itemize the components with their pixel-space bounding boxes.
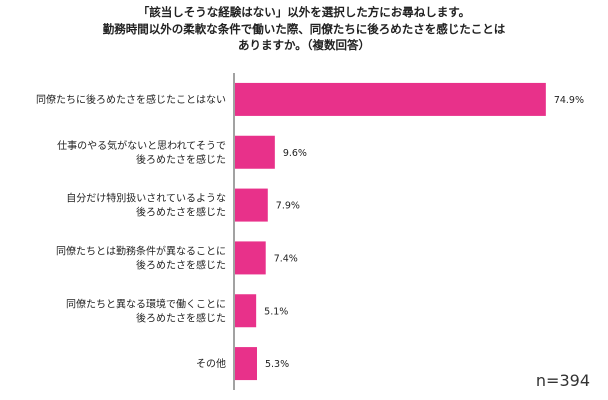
category-label-6-line-1: その他 <box>196 357 226 370</box>
bar-2 <box>235 135 275 169</box>
category-label-3-line-2: 後ろめたさを感じた <box>136 206 226 219</box>
bar-3 <box>235 188 268 222</box>
value-label-5: 5.1% <box>264 306 288 317</box>
chart-title-line-1: 「該当しそうな経験はない」以外を選択した方にお尋ねします。 <box>137 5 471 19</box>
category-label-5-line-1: 同僚たちと異なる環境で働くことに <box>66 297 226 310</box>
value-label-4: 7.4% <box>274 253 298 264</box>
category-label-2-line-2: 後ろめたさを感じた <box>136 153 226 166</box>
category-label-2-line-1: 仕事のやる気がないと思われてそうで <box>57 139 226 152</box>
chart-title-line-2: 勤務時間以外の柔軟な条件で働いた際、同僚たちに後ろめたさを感じたことは <box>102 21 506 36</box>
category-label-5-line-2: 後ろめたさを感じた <box>136 311 226 324</box>
sample-size-note: n=394 <box>535 371 590 390</box>
category-label-3-line-1: 自分だけ特別扱いされているような <box>66 192 226 205</box>
bar-4 <box>235 241 266 275</box>
value-label-3: 7.9% <box>276 201 300 212</box>
category-label-4-line-2: 後ろめたさを感じた <box>136 258 226 271</box>
chart-title-line-3: ありますか。（複数回答） <box>237 38 371 52</box>
value-label-2: 9.6% <box>283 148 307 159</box>
bar-1 <box>235 82 546 116</box>
value-label-1: 74.9% <box>554 95 584 106</box>
category-label-1-line-1: 同僚たちに後ろめたさを感じたことはない <box>36 93 226 106</box>
bar-6 <box>235 347 257 381</box>
bar-5 <box>235 294 257 328</box>
chart-title: 「該当しそうな経験はない」以外を選択した方にお尋ねします。 勤務時間以外の柔軟な… <box>0 4 608 54</box>
category-label-4-line-1: 同僚たちとは勤務条件が異なることに <box>56 244 226 257</box>
value-label-6: 5.3% <box>265 359 289 370</box>
